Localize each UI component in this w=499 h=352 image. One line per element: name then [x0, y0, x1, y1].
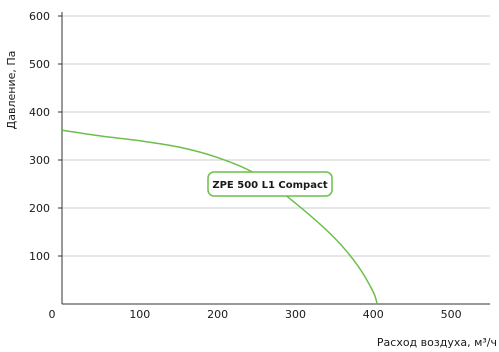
y-axis-ticks: 100 200 300 400 500 600: [29, 10, 62, 263]
x-axis-ticks: 0 100 200 300 400 500: [49, 308, 462, 321]
x-tick-label: 500: [441, 308, 462, 321]
y-tick-label: 400: [29, 106, 50, 119]
x-axis-label: Расход воздуха, м³/ч: [377, 336, 497, 349]
y-axis-label: Давление, Па: [5, 51, 18, 130]
x-tick-label: 100: [129, 308, 150, 321]
x-tick-label: 200: [207, 308, 228, 321]
y-tick-label: 500: [29, 58, 50, 71]
x-tick-label: 300: [285, 308, 306, 321]
y-tick-label: 600: [29, 10, 50, 23]
series-group: ZPE 500 L1 Compact: [61, 129, 378, 305]
y-tick-label: 200: [29, 202, 50, 215]
grid-lines: [62, 15, 490, 257]
y-tick-label: 100: [29, 250, 50, 263]
x-tick-label: 400: [363, 308, 384, 321]
series-label: ZPE 500 L1 Compact: [212, 180, 328, 191]
series-line: [61, 129, 378, 305]
y-tick-label: 300: [29, 154, 50, 167]
series-label-box: [207, 171, 333, 197]
x-tick-label: 0: [49, 308, 56, 321]
axes: [61, 12, 490, 305]
